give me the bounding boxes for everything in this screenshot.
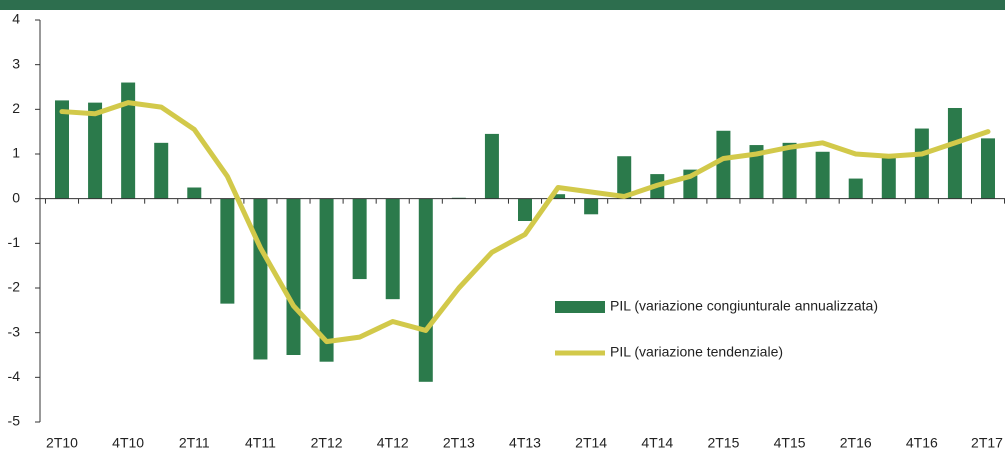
legend-swatch	[555, 301, 605, 313]
header-band	[0, 0, 1005, 10]
bar	[981, 138, 995, 199]
bar	[187, 187, 202, 199]
bar	[914, 128, 929, 199]
bar	[518, 198, 532, 221]
bar	[319, 198, 334, 362]
x-tick-label: 4T13	[509, 435, 541, 451]
y-tick-label: -1	[8, 234, 21, 250]
x-tick-label: 2T10	[46, 435, 78, 451]
bar	[584, 198, 599, 215]
y-tick-label: 3	[12, 55, 20, 71]
y-tick-label: 0	[12, 189, 20, 205]
bar	[154, 142, 169, 199]
y-tick-label: -2	[8, 279, 21, 295]
bar	[418, 198, 433, 382]
bar	[286, 198, 301, 355]
x-tick-label: 2T15	[707, 435, 739, 451]
x-tick-label: 4T15	[774, 435, 806, 451]
line	[59, 100, 991, 345]
legend-label: PIL (variazione tendenziale)	[610, 344, 783, 360]
x-tick-label: 2T14	[575, 435, 607, 451]
bar	[484, 133, 499, 199]
bar	[815, 151, 830, 199]
y-tick-label: 2	[12, 100, 20, 116]
x-tick-label: 2T17	[971, 435, 1003, 451]
bar	[253, 198, 268, 360]
bar	[881, 156, 896, 199]
x-tick-label: 2T16	[840, 435, 872, 451]
bar	[782, 142, 797, 199]
bar	[352, 198, 367, 280]
x-tick-label: 4T12	[377, 435, 409, 451]
x-tick-label: 4T11	[245, 435, 276, 451]
y-tick-label: -4	[8, 368, 21, 384]
bar	[55, 100, 69, 199]
x-tick-label: 4T14	[641, 435, 673, 451]
bar	[121, 82, 136, 199]
bar	[385, 198, 400, 300]
x-tick-label: 2T13	[443, 435, 475, 451]
legend-label: PIL (variazione congiunturale annualizza…	[610, 298, 878, 314]
y-tick-label: 1	[12, 145, 20, 161]
bar	[617, 156, 632, 199]
bar	[947, 107, 962, 199]
x-tick-label: 4T10	[112, 435, 144, 451]
x-tick-label: 2T11	[179, 435, 210, 451]
bar	[749, 145, 764, 199]
bar	[848, 178, 863, 199]
y-tick-label: 4	[12, 11, 20, 27]
bar	[220, 198, 235, 304]
y-tick-label: -3	[8, 323, 21, 339]
bar	[88, 102, 103, 199]
bar	[551, 194, 566, 199]
x-tick-label: 4T16	[906, 435, 938, 451]
x-tick-label: 2T12	[311, 435, 343, 451]
bar	[716, 130, 731, 199]
y-tick-label: -5	[8, 413, 21, 429]
